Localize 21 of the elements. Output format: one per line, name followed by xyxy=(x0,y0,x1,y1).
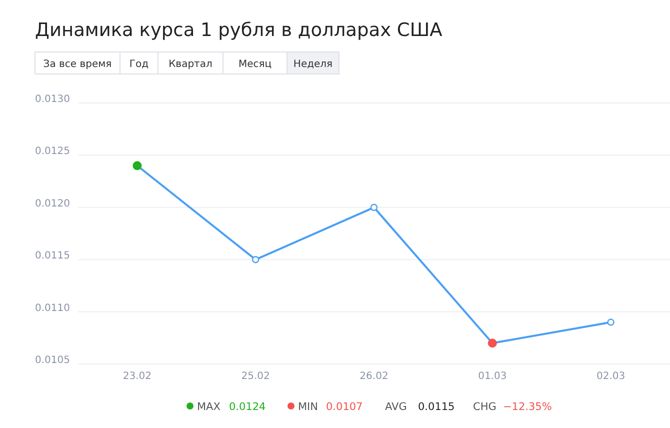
text: 0.0107 xyxy=(326,401,363,413)
x-tick-label: 25.02 xyxy=(241,371,270,382)
x-tick-label: 26.02 xyxy=(360,371,388,382)
text: CHG xyxy=(473,401,496,413)
x-tick-label: 02.03 xyxy=(596,371,626,382)
x-tick-label: 01.03 xyxy=(478,371,507,382)
chart-title: Динамика курса 1 рубля в долларах США xyxy=(35,20,443,41)
text: 0.0124 xyxy=(229,401,266,413)
y-tick-label: 0.0115 xyxy=(35,250,70,262)
text: MAX xyxy=(197,401,220,413)
text: MIN xyxy=(298,401,318,413)
y-tick-label: 0.0105 xyxy=(35,355,70,366)
y-tick-label: 0.0130 xyxy=(35,94,70,105)
text: 0.0115 xyxy=(418,401,455,413)
y-tick-label: 0.0120 xyxy=(35,198,70,210)
y-tick-label: 0.0125 xyxy=(35,146,70,158)
y-tick-label: 0.0110 xyxy=(35,302,70,314)
period-buttons: За все время Год Квартал Месяц Неделя xyxy=(34,52,340,74)
x-tick-label: 23.02 xyxy=(122,371,152,382)
text: −12.35% xyxy=(503,401,552,413)
text: AVG xyxy=(385,401,407,413)
